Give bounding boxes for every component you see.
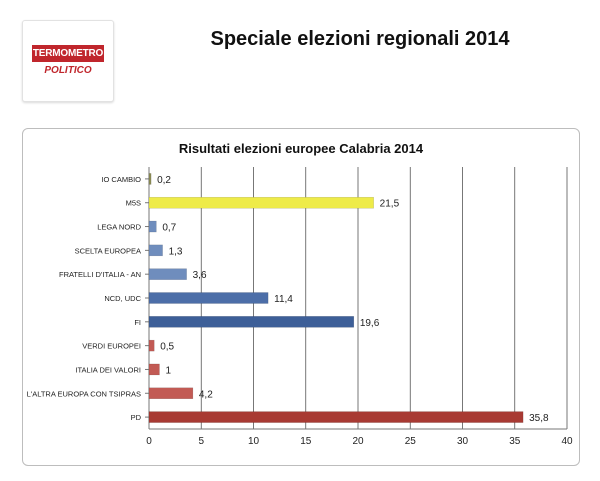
category-label: IO CAMBIO xyxy=(101,175,141,184)
category-label: ITALIA DEI VALORI xyxy=(75,365,141,374)
x-tick-label: 0 xyxy=(146,436,152,447)
category-label: VERDI EUROPEI xyxy=(82,342,141,351)
x-tick-label: 25 xyxy=(405,436,417,447)
bar xyxy=(148,220,157,233)
data-label: 19,6 xyxy=(360,318,380,329)
data-label: 35,8 xyxy=(529,413,549,424)
bar xyxy=(148,173,152,185)
bar xyxy=(148,387,194,400)
category-label: NCD, UDC xyxy=(104,294,141,303)
data-label: 1,3 xyxy=(169,246,183,257)
data-label: 0,5 xyxy=(160,342,174,353)
data-label: 11,4 xyxy=(274,294,293,305)
data-label: 1 xyxy=(165,365,171,376)
bar-chart: 0 5 10 15 20 25 30 35 40 IO CAMBIO 0,2 M5S 21,5 LEGA … xyxy=(27,167,573,447)
page-title: Speciale elezioni regionali 2014 xyxy=(210,28,510,50)
category-label: FI xyxy=(134,318,141,327)
bar xyxy=(148,196,374,209)
data-label: 0,7 xyxy=(162,223,176,234)
x-tick-label: 5 xyxy=(198,436,204,447)
category-label: M5S xyxy=(126,199,141,208)
logo-text-top: TERMOMETRO xyxy=(32,45,104,62)
logo-text-bottom: POLITICO xyxy=(44,65,92,76)
logo: TERMOMETRO POLITICO xyxy=(22,20,114,102)
x-tick-label: 15 xyxy=(300,436,312,447)
bar xyxy=(148,244,163,257)
chart-title: Risultati elezioni europee Calabria 2014 xyxy=(178,141,424,156)
category-label: L'ALTRA EUROPA CON TSIPRAS xyxy=(27,389,141,398)
category-label: SCELTA EUROPEA xyxy=(75,246,141,255)
bar xyxy=(148,268,187,280)
data-label: 4,2 xyxy=(199,389,213,400)
chart-frame: Risultati elezioni europee Calabria 2014… xyxy=(22,128,580,466)
bar xyxy=(148,316,355,328)
x-tick-label: 10 xyxy=(248,436,260,447)
bar xyxy=(148,292,269,304)
category-label: FRATELLI D'ITALIA - AN xyxy=(59,270,141,279)
x-tick-label: 20 xyxy=(352,436,364,447)
data-label: 0,2 xyxy=(157,175,171,186)
category-label: LEGA NORD xyxy=(97,223,141,232)
data-label: 21,5 xyxy=(380,199,400,210)
x-tick-label: 35 xyxy=(509,436,521,447)
bar xyxy=(148,411,524,423)
category-label: PD xyxy=(131,413,142,422)
bar xyxy=(148,339,155,352)
x-tick-label: 30 xyxy=(457,436,469,447)
data-label: 3,6 xyxy=(193,270,207,281)
x-tick-label: 40 xyxy=(561,436,573,447)
bar xyxy=(148,363,160,376)
